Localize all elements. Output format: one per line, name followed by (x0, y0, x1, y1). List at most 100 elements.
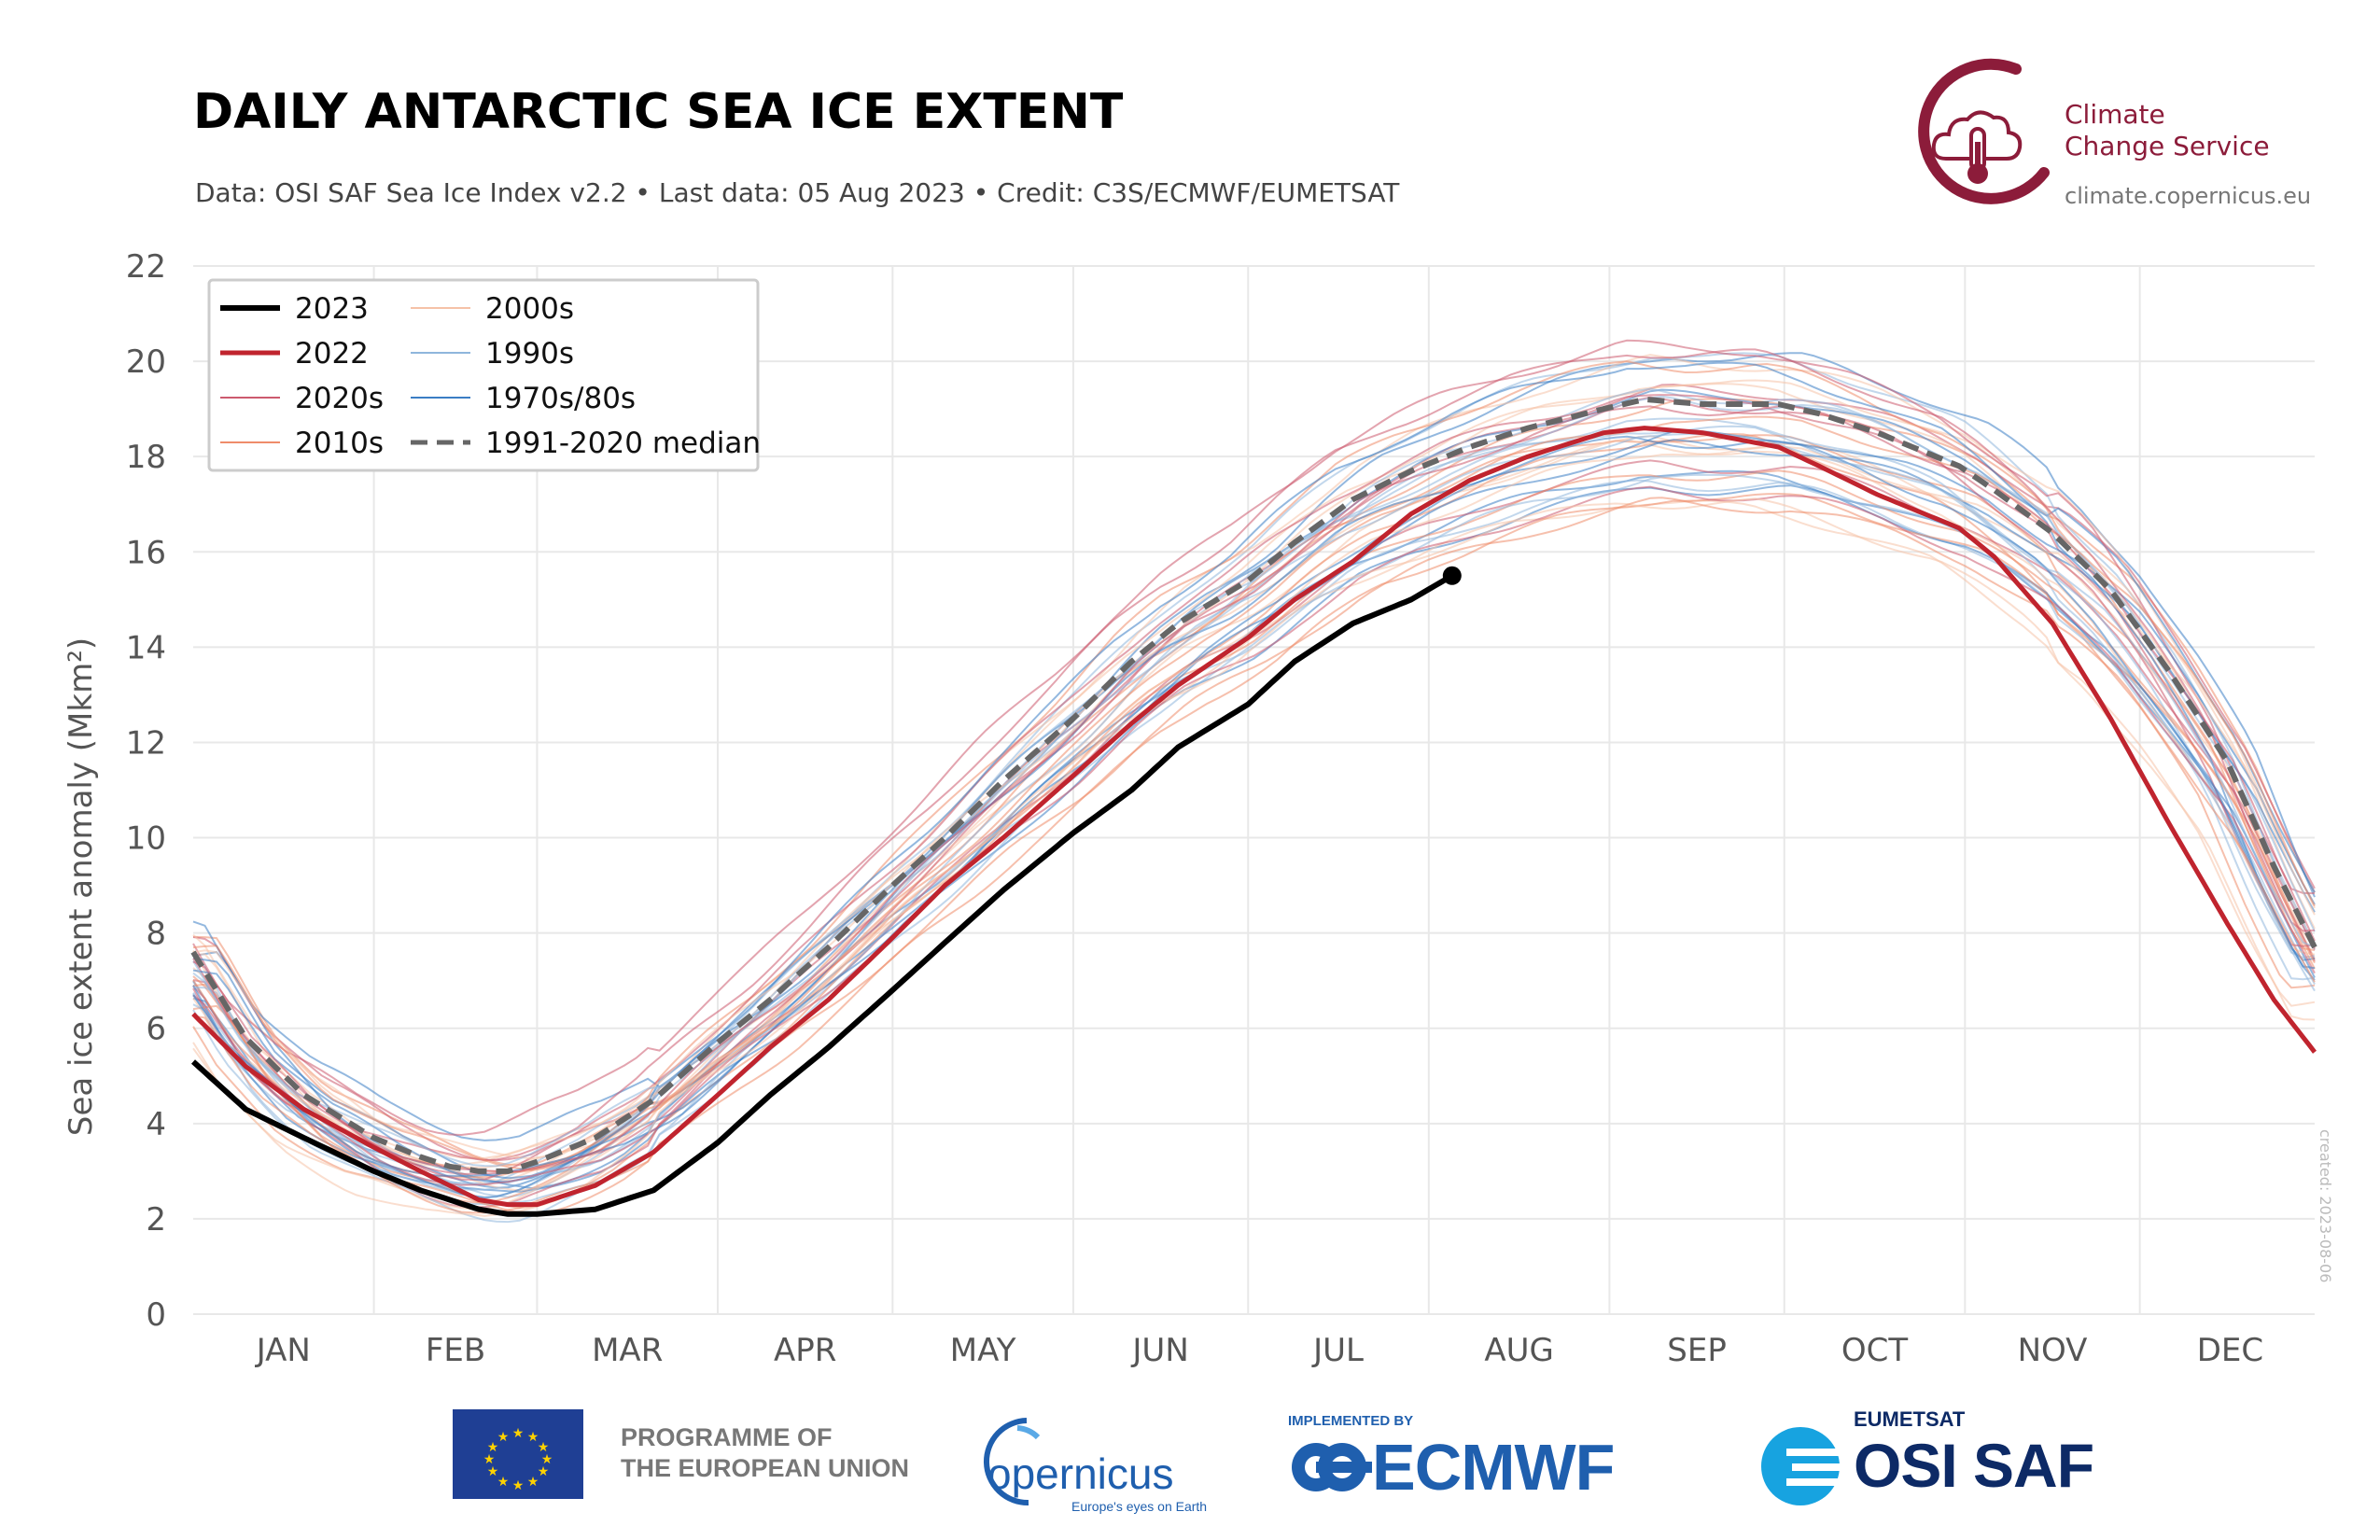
decade-year-line (192, 379, 2316, 1192)
chart-title: DAILY ANTARCTIC SEA ICE EXTENT (193, 84, 1124, 140)
copernicus-logo-icon (984, 1418, 1041, 1506)
y-tick-label: 20 (126, 343, 166, 381)
decade-year-line (192, 497, 2316, 1214)
x-tick-label: NOV (2018, 1332, 2088, 1369)
series-line-1991-2020-median (190, 396, 2317, 1174)
y-axis-label: Sea ice extent anomaly (Mkm²) (63, 637, 100, 1136)
x-tick-label: JUL (1311, 1332, 1364, 1369)
y-tick-label: 16 (126, 534, 166, 571)
svg-text:★: ★ (541, 1452, 553, 1467)
decade-year-line (192, 361, 2316, 1198)
ecmwf-logo-icon (1292, 1443, 1372, 1491)
brand-line-1: Climate (2065, 99, 2165, 130)
copernicus-tagline: Europe's eyes on Earth (1071, 1499, 1208, 1514)
eu-line-2: THE EUROPEAN UNION (621, 1454, 910, 1482)
decade-year-line (192, 429, 2316, 1180)
x-tick-label: MAY (950, 1332, 1016, 1369)
decade-year-line (192, 432, 2316, 1204)
decade-year-line (192, 354, 2316, 1159)
decade-year-line (192, 445, 2316, 1160)
legend-label: 1970s/80s (485, 382, 636, 415)
legend-box (207, 278, 760, 472)
grid-layer (193, 265, 2315, 1315)
series-line-2022 (191, 426, 2317, 1208)
eu-flag-icon: ★ ★★ ★★★ ★★★ ★★★ (453, 1409, 583, 1499)
legend-label: 1991-2020 median (485, 427, 761, 460)
x-tick-label: OCT (1841, 1332, 1909, 1369)
legend-label: 2000s (485, 292, 574, 326)
eu-programme-text: PROGRAMME OF THE EUROPEAN UNION (621, 1422, 909, 1484)
x-tick-label: JUN (1130, 1332, 1188, 1369)
decade-year-line (192, 459, 2316, 1175)
copernicus-wordmark: opernicus (987, 1449, 1174, 1498)
svg-text:★: ★ (527, 1475, 539, 1490)
legend-label: 2023 (295, 292, 369, 326)
decade-year-line (192, 395, 2316, 1206)
decade-year-line (192, 394, 2316, 1182)
x-tick-label: AUG (1484, 1332, 1554, 1369)
y-tick-label: 4 (146, 1106, 166, 1143)
decade-year-line (192, 432, 2316, 1168)
x-tick-label: SEP (1667, 1332, 1727, 1369)
eu-line-1: PROGRAMME OF (621, 1423, 833, 1451)
y-tick-label: 22 (126, 248, 166, 286)
decade-year-line (192, 383, 2316, 1162)
x-tick-label: FEB (426, 1332, 485, 1369)
brand-line-2: Change Service (2065, 131, 2270, 161)
decade-year-line (192, 396, 2316, 1209)
y-tick-label: 6 (146, 1011, 166, 1048)
ecmwf-wordmark: ECMWF (1372, 1431, 1615, 1504)
x-tick-label: JAN (255, 1332, 311, 1369)
last-data-point (1442, 566, 1462, 585)
x-tick-label: APR (774, 1332, 836, 1369)
y-tick-label: 0 (146, 1296, 166, 1334)
decade-year-line (192, 352, 2316, 1198)
svg-text:★: ★ (512, 1426, 525, 1441)
chart-subtitle: Data: OSI SAF Sea Ice Index v2.2 • Last … (195, 177, 1400, 208)
y-tick-label: 14 (126, 629, 166, 666)
y-tick-label: 2 (146, 1201, 166, 1239)
svg-text:★: ★ (497, 1475, 510, 1490)
svg-text:★: ★ (487, 1440, 499, 1455)
decade-year-line (192, 439, 2316, 1167)
decade-year-line (192, 405, 2316, 1173)
decade-year-line (192, 435, 2316, 1178)
footer-logos: ★ ★ ★ ★ ★ ★ ★ ★ ★ ★ ★ ★ PROGRAMME OF THE EUROPEA… (0, 1381, 2380, 1521)
osisaf-wordmark: OSI SAF (1854, 1431, 2094, 1500)
y-tick-label: 12 (126, 724, 166, 762)
climate-service-emblem-icon (1918, 58, 2050, 204)
svg-text:★: ★ (497, 1430, 510, 1445)
y-tick-label: 8 (146, 916, 166, 953)
svg-text:★: ★ (538, 1440, 550, 1455)
decade-year-line (192, 383, 2316, 1182)
eumetsat-wordmark: EUMETSAT (1854, 1407, 1966, 1431)
y-tick-label: 18 (126, 439, 166, 476)
copernicus-climate-logo: Climate Change Service climate.copernicu… (1904, 56, 2333, 215)
svg-text:★: ★ (483, 1452, 496, 1467)
legend-label: 1990s (485, 337, 574, 371)
decade-year-line (192, 484, 2316, 1193)
brand-url[interactable]: climate.copernicus.eu (2065, 183, 2312, 209)
decade-year-line (192, 348, 2316, 1162)
decade-year-line (192, 339, 2316, 1137)
y-tick-label: 10 (126, 820, 166, 858)
decade-year-line (192, 499, 2316, 1211)
decade-year-line (192, 425, 2316, 1199)
decade-lines-layer (192, 339, 2316, 1224)
created-stamp: created: 2023-08-06 (2317, 1129, 2334, 1283)
series-line-2023 (190, 573, 1454, 1217)
x-tick-label: MAR (592, 1332, 663, 1369)
x-tick-label: DEC (2197, 1332, 2263, 1369)
decade-year-line (192, 352, 2316, 1190)
svg-text:★: ★ (512, 1478, 525, 1493)
series-layer (190, 396, 2317, 1217)
svg-text:★: ★ (487, 1464, 499, 1479)
decade-year-line (192, 485, 2316, 1186)
svg-text:★: ★ (538, 1464, 550, 1479)
svg-text:★: ★ (527, 1430, 539, 1445)
legend-label: 2010s (295, 427, 384, 460)
osisaf-logo-icon (1761, 1427, 1842, 1505)
legend-label: 2022 (295, 337, 369, 371)
